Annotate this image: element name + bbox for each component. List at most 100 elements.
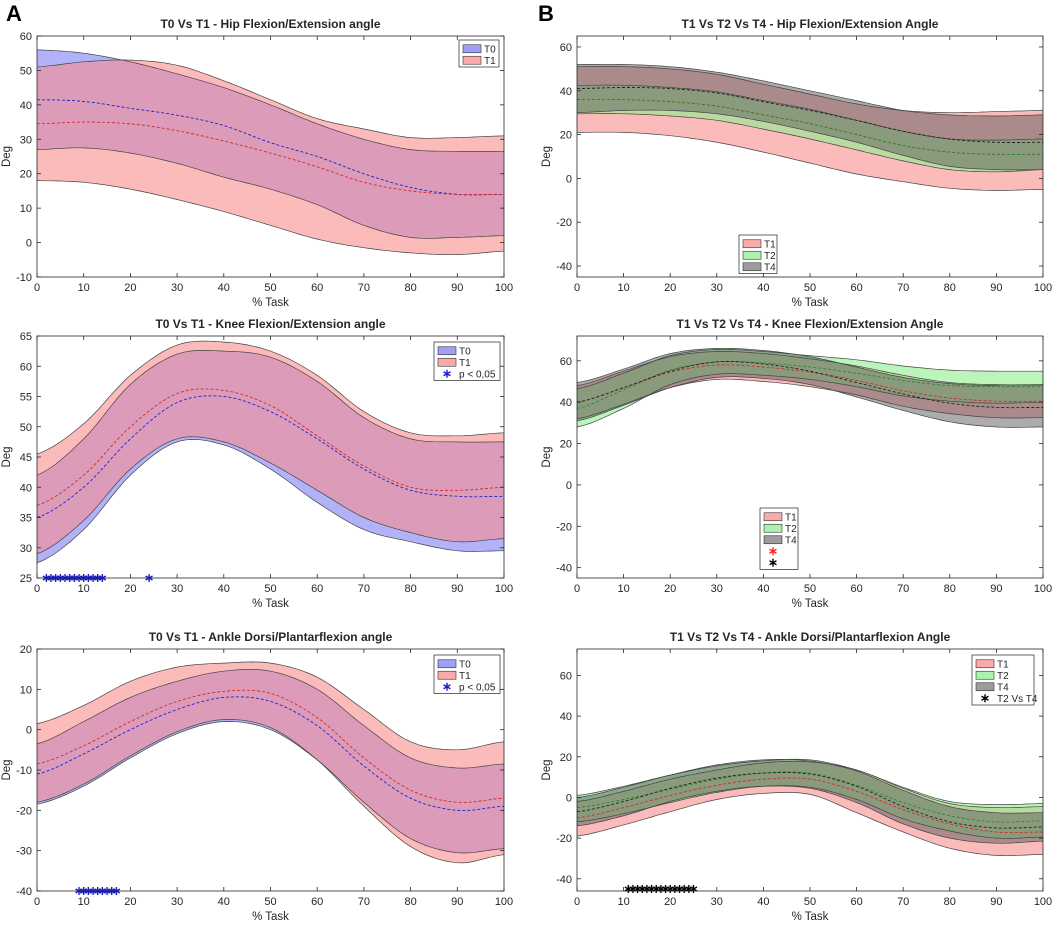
x-tick-label: 10 (617, 583, 629, 595)
y-tick-label: -20 (556, 521, 572, 533)
y-tick-label: 0 (26, 725, 32, 737)
y-axis-label: Deg (541, 146, 553, 167)
y-tick-label: 60 (560, 670, 572, 682)
chart-knee-t0-vs-t1: 0 10 20 30 40 50 60 70 80 90 100 25 30 35 40 45 50 55 60 65… (1, 317, 513, 610)
y-tick-label: -10 (16, 765, 32, 777)
band-edge-upper-t4 (577, 347, 1043, 387)
band-edge-upper-t1 (37, 59, 504, 139)
x-axis-label: % Task (252, 297, 289, 309)
legend-swatch-t0 (437, 659, 457, 669)
chart-title: T0 Vs T1 - Ankle Dorsi/Plantarflexion an… (149, 630, 393, 644)
legend-star-icon (769, 547, 777, 556)
y-tick-label: 60 (560, 42, 572, 54)
x-tick-label: 10 (78, 583, 90, 595)
x-tick-label: 10 (617, 896, 629, 908)
x-tick-label: 20 (124, 583, 136, 595)
y-tick-label: 10 (20, 684, 32, 696)
plot-content (577, 758, 1043, 857)
panel-letter-b: B (538, 1, 554, 26)
legend-swatch-t4 (742, 262, 762, 272)
x-tick-label: 40 (218, 583, 230, 595)
x-tick-label: 0 (34, 282, 40, 294)
y-tick-label: 30 (20, 134, 32, 146)
legend-star-icon (443, 682, 451, 691)
x-tick-label: 60 (311, 896, 323, 908)
x-tick-label: 70 (897, 583, 909, 595)
y-tick-label: 20 (20, 644, 32, 656)
mean-line-t0 (37, 99, 504, 196)
legend-swatch-t4 (763, 535, 783, 545)
band-edge-upper-t1 (37, 340, 504, 455)
band-edge-lower-t0 (37, 721, 504, 854)
legend-swatch-t4 (975, 682, 995, 692)
mean-line-t1 (37, 121, 504, 196)
legend-label: T0 (459, 346, 471, 357)
y-tick-label: -40 (556, 261, 572, 273)
x-tick-label: 100 (495, 282, 513, 294)
panel-letter-a: A (6, 1, 22, 26)
y-axis-label: Deg (1, 759, 13, 780)
chart-title: T0 Vs T1 - Knee Flexion/Extension angle (155, 317, 385, 331)
x-tick-label: 80 (404, 896, 416, 908)
x-tick-label: 30 (171, 896, 183, 908)
y-tick-label: 60 (20, 361, 32, 373)
legend-label: T1 (459, 358, 471, 369)
band-edge-lower-t2 (577, 113, 1043, 173)
x-axis-label: % Task (792, 297, 829, 309)
x-tick-label: 60 (850, 583, 862, 595)
band-edge-upper-t4 (577, 63, 1043, 117)
band-t1 (37, 59, 504, 255)
legend-star-icon-stroke (981, 695, 989, 701)
mean-line-t1 (37, 388, 504, 506)
x-tick-label: 50 (804, 282, 816, 294)
x-tick-label: 0 (34, 896, 40, 908)
y-tick-label: 60 (560, 356, 572, 368)
mean-line-t4 (577, 87, 1043, 143)
legend-label: T4 (785, 535, 797, 546)
x-tick-label: 0 (574, 896, 580, 908)
legend-swatch-t1 (742, 239, 762, 249)
x-tick-label: 40 (218, 282, 230, 294)
chart-title: T0 Vs T1 - Hip Flexion/Extension angle (160, 17, 380, 31)
y-tick-label: -10 (16, 272, 32, 284)
x-tick-label: 40 (757, 583, 769, 595)
y-tick-label: 55 (20, 392, 32, 404)
legend-label: T4 (764, 262, 776, 273)
y-tick-label: -40 (16, 886, 32, 898)
legend-label: T4 (997, 682, 1009, 693)
chart-hip-t1-t2-t4: 0 10 20 30 40 50 60 70 80 90 100 -40 -20 0 20 40 60 T1 Vs… (541, 17, 1052, 309)
x-tick-label: 0 (34, 583, 40, 595)
legend-swatch-t2 (742, 250, 762, 260)
x-tick-label: 70 (358, 896, 370, 908)
x-axis-label: % Task (252, 911, 289, 923)
legend-swatch-t1 (437, 357, 457, 367)
band-edge-upper-t2 (577, 348, 1043, 390)
x-tick-label: 90 (451, 282, 463, 294)
x-tick-label: 40 (218, 896, 230, 908)
x-tick-label: 90 (990, 282, 1002, 294)
x-tick-label: 20 (664, 896, 676, 908)
y-tick-label: -40 (556, 874, 572, 886)
band-edge-upper-t0 (37, 350, 504, 476)
y-tick-label: 45 (20, 452, 32, 464)
x-tick-label: 30 (171, 583, 183, 595)
y-tick-label: 0 (566, 792, 572, 804)
band-edge-upper-t1 (37, 661, 504, 751)
legend-label: T0 (459, 659, 471, 670)
band-edge-lower-t2 (577, 373, 1043, 428)
y-tick-label: 0 (566, 480, 572, 492)
band-edge-upper-t2 (577, 84, 1043, 141)
y-tick-label: 60 (20, 31, 32, 43)
x-tick-label: 100 (1034, 896, 1052, 908)
band-edge-lower-t4 (577, 109, 1043, 171)
band-t1 (37, 661, 504, 863)
x-tick-label: 80 (404, 282, 416, 294)
band-edge-upper-t0 (37, 49, 504, 152)
mean-line-t0 (37, 696, 504, 812)
band-edge-lower-t0 (37, 439, 504, 564)
x-tick-label: 80 (944, 896, 956, 908)
plot-content (37, 49, 504, 256)
x-tick-label: 100 (1034, 282, 1052, 294)
